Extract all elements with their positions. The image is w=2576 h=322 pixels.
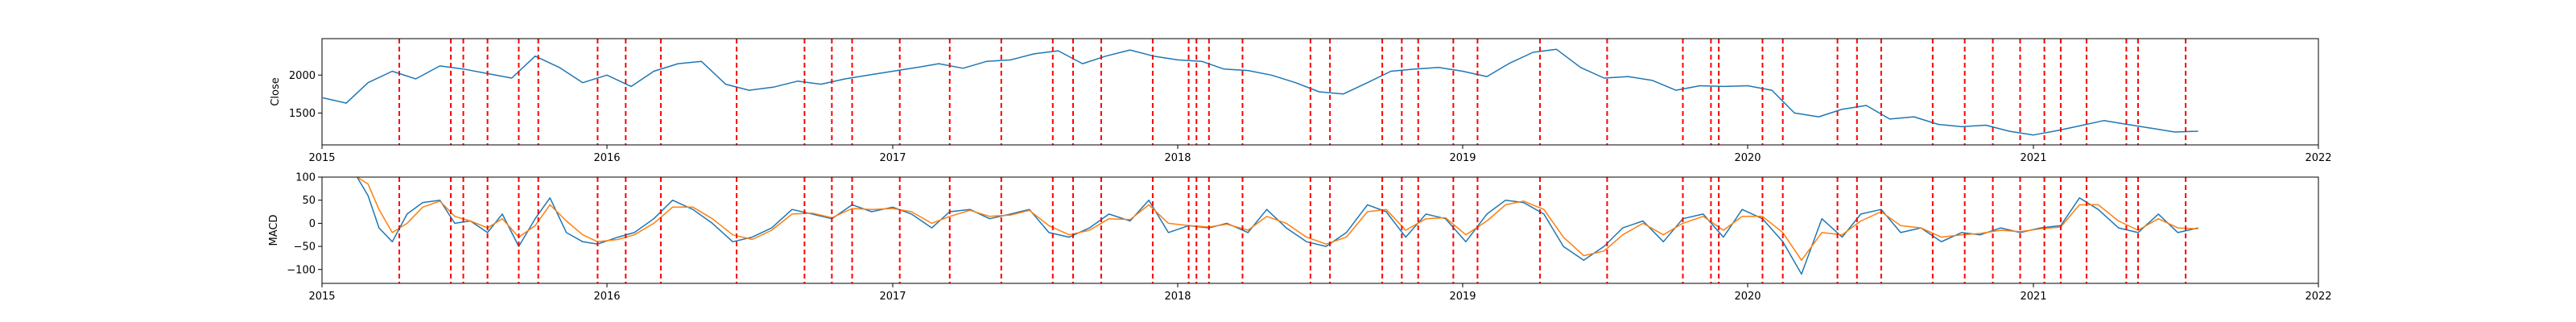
macd-y-tick-label: −100 (287, 264, 316, 276)
macd-series-line-2 (357, 176, 2198, 262)
close-x-tick-label: 2017 (879, 152, 906, 164)
close-x-tick-label: 2018 (1164, 152, 1191, 164)
close-x-tick-label: 2019 (1449, 152, 1476, 164)
macd-x-tick-label: 2016 (593, 291, 620, 303)
close-series-line-1 (322, 48, 2198, 136)
macd-x-ticks: 2015 2016 2017 2018 2019 2020 2021 2022 (308, 283, 2332, 303)
close-x-ticks: 2015 2016 2017 2018 2019 2020 2021 2022 (308, 145, 2332, 164)
close-axes: 2015 2016 2017 2018 2019 2020 2021 2022 1500 200… (270, 38, 2332, 164)
macd-x-tick-label: 2022 (2305, 291, 2331, 303)
close-y-ticks: 1500 2000 (289, 70, 322, 120)
macd-y-tick-label: −50 (294, 242, 316, 254)
macd-plot-area (356, 176, 2198, 283)
macd-x-tick-label: 2017 (879, 291, 906, 303)
close-x-tick-label: 2022 (2305, 152, 2331, 164)
macd-axes: 2015 2016 2017 2018 2019 2020 2021 2022 −100 −50… (268, 172, 2332, 303)
close-x-tick-label: 2021 (2020, 152, 2046, 164)
close-x-tick-label: 2015 (308, 152, 335, 164)
close-x-tick-label: 2016 (593, 152, 620, 164)
macd-y-tick-label: 50 (302, 195, 316, 207)
macd-series-line-1 (356, 176, 2198, 275)
close-y-tick-label: 2000 (289, 70, 316, 82)
macd-x-tick-label: 2020 (1734, 291, 1761, 303)
macd-y-tick-label: 0 (309, 218, 316, 230)
close-y-tick-label: 1500 (289, 108, 316, 120)
macd-y-tick-label: 100 (295, 172, 316, 184)
macd-x-tick-label: 2018 (1164, 291, 1191, 303)
close-y-axis-label: Close (270, 77, 282, 105)
macd-axes-frame (321, 176, 2319, 284)
macd-x-tick-label: 2019 (1449, 291, 1476, 303)
macd-x-tick-label: 2021 (2020, 291, 2046, 303)
macd-y-ticks: −100 −50 0 50 100 (287, 172, 322, 276)
macd-x-tick-label: 2015 (308, 291, 335, 303)
macd-y-axis-label: MACD (268, 215, 280, 246)
close-x-tick-label: 2020 (1734, 152, 1761, 164)
close-plot-area (322, 39, 2198, 145)
close-axes-frame (321, 38, 2319, 146)
